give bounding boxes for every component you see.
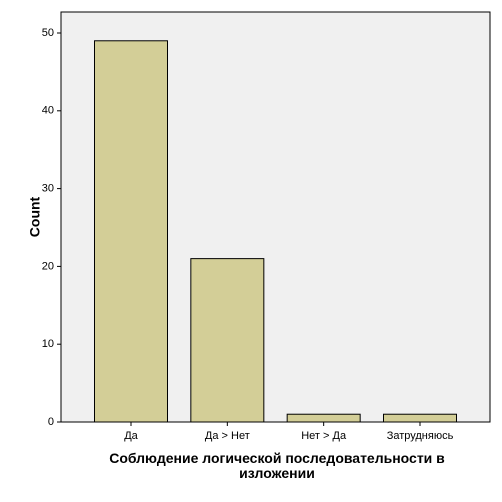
y-tick-label: 50 <box>42 27 54 39</box>
bar <box>94 40 168 423</box>
x-tick-label: Затрудняюсь <box>387 430 454 442</box>
x-tick-label: Да > Нет <box>205 430 250 442</box>
bar <box>286 413 361 423</box>
bar <box>383 413 457 423</box>
y-tick-label: 10 <box>42 338 54 350</box>
x-tick-label: Нет > Да <box>301 430 347 442</box>
x-tick-label: Да <box>124 430 138 442</box>
y-tick-label: 20 <box>42 260 54 272</box>
x-axis-label: Соблюдение логической последовательности… <box>109 450 445 481</box>
bar <box>190 258 265 423</box>
y-tick-label: 30 <box>42 183 54 195</box>
y-tick-label: 40 <box>42 105 54 117</box>
y-tick-label: 0 <box>48 416 54 428</box>
y-axis-label: Count <box>27 196 43 237</box>
